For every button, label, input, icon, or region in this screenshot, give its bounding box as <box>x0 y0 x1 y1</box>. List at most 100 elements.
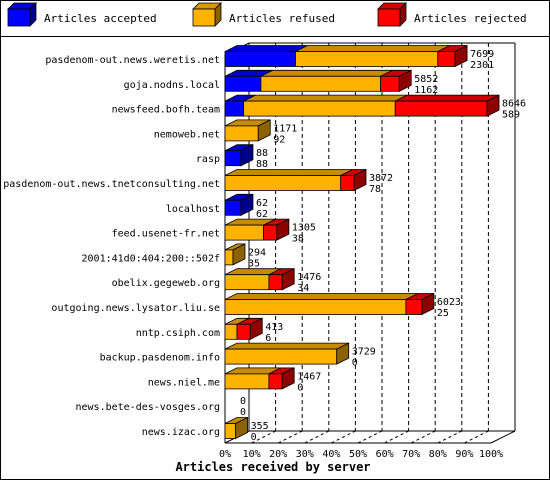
value-label-bottom-news-bete-des-vosges-org: 0 <box>240 407 246 418</box>
bar-pasdenom-out-news-weretis-net-rejected-side <box>454 44 468 68</box>
value-label-bottom-2001-41d0-404-200-502f: 35 <box>248 258 260 269</box>
y-tick-label-rasp: rasp <box>196 154 220 165</box>
x-tick-diagonal-10 <box>251 430 276 444</box>
y-tick-label-obelix-gegeweb-org: obelix.gegeweb.org <box>112 278 220 289</box>
value-label-top-rasp: 88 <box>256 148 268 159</box>
bar-newsfeed-bofh-team-rejected-side <box>486 94 500 117</box>
bar-nntp-csiph-com-rejected <box>236 323 251 340</box>
value-label-top-backup-pasdenom-info: 3729 <box>352 347 376 358</box>
legend-swatch-refused <box>192 8 216 27</box>
x-tick-diagonal-80 <box>437 430 463 444</box>
value-label-bottom-outgoing-news-lysator-liu-se: 25 <box>437 308 449 319</box>
bar-goja-nodns-local-rejected-side <box>398 69 412 92</box>
bar-nemoweb-net-refused <box>224 125 259 142</box>
y-tick-label-pasdenom-out-news-weretis-net: pasdenom-out.news.weretis.net <box>45 55 220 66</box>
bar-outgoing-news-lysator-liu-se-rejected-side <box>421 292 435 316</box>
bar-backup-pasdenom-info-refused <box>224 348 338 365</box>
x-tick-label-70: 70% <box>402 449 420 460</box>
value-label-top-outgoing-news-lysator-liu-se: 6023 <box>437 297 461 308</box>
bar-obelix-gegeweb-org-rejected <box>268 274 283 291</box>
x-tick-label-40: 40% <box>322 449 340 460</box>
x-tick-label-80: 80% <box>429 449 447 460</box>
bar-rasp-accepted-side <box>240 144 254 167</box>
bar-pasdenom-out-news-weretis-net-refused-top <box>295 45 450 52</box>
bar-news-izac-org-refused <box>224 423 237 439</box>
bar-news-niel-me-rejected <box>268 373 283 390</box>
bar-newsfeed-bofh-team-rejected <box>394 100 488 117</box>
y-tick-label-localhost: localhost <box>166 204 220 215</box>
value-label-top-pasdenom-out-news-tnetconsulting-net: 3872 <box>369 173 393 184</box>
bar-backup-pasdenom-info-refused-side <box>336 342 350 365</box>
bar-pasdenom-out-news-tnetconsulting-net-refused-top <box>224 169 353 176</box>
x-tick-label-0: 0% <box>219 449 231 460</box>
bar-outgoing-news-lysator-liu-se-rejected <box>405 299 423 315</box>
value-label-bottom-pasdenom-out-news-weretis-net: 2301 <box>470 60 494 71</box>
value-label-top-nemoweb-net: 1171 <box>273 123 297 134</box>
bar-goja-nodns-local-refused-top <box>260 69 393 77</box>
y-tick-label-pasdenom-out-news-tnetconsulting-net: pasdenom-out.news.tnetconsulting.net <box>3 179 220 190</box>
bar-pasdenom-out-news-weretis-net-rejected <box>437 51 456 67</box>
bar-newsfeed-bofh-team-refused <box>243 100 396 117</box>
bar-goja-nodns-local-accepted <box>224 75 262 92</box>
y-tick-label-nntp-csiph-com: nntp.csiph.com <box>136 328 220 339</box>
x-tick-label-30: 30% <box>296 449 314 460</box>
bar-pasdenom-out-news-tnetconsulting-net-refused <box>224 175 342 191</box>
y-tick-label-2001-41d0-404-200-502f: 2001:41d0:404:200::502f <box>82 253 220 264</box>
legend: Articles accepted Articles refused Article… <box>7 2 527 27</box>
x-tick-diagonal-90 <box>464 430 489 444</box>
bar-pasdenom-out-news-weretis-net-accepted <box>224 51 296 67</box>
legend-label-accepted: Articles accepted <box>44 12 157 25</box>
bar-feed-usenet-fr-net-rejected <box>263 224 278 241</box>
value-label-bottom-nemoweb-net: 92 <box>273 134 285 145</box>
y-tick-label-feed-usenet-fr-net: feed.usenet-fr.net <box>112 229 220 240</box>
y-tick-label-news-bete-des-vosges-org: news.bete-des-vosges.org <box>76 402 221 413</box>
x-axis-label: Articles received by server <box>175 460 370 474</box>
y-tick-label-nemoweb-net: nemoweb.net <box>154 129 220 140</box>
bar-newsfeed-bofh-team-accepted <box>224 100 245 117</box>
value-label-bottom-backup-pasdenom-info: 0 <box>352 358 358 369</box>
x-tick-diagonal-30 <box>304 430 330 444</box>
x-tick-label-90: 90% <box>455 449 473 460</box>
x-axis-right-diagonal <box>490 430 516 444</box>
value-label-top-2001-41d0-404-200-502f: 294 <box>248 247 266 258</box>
x-tick-diagonal-60 <box>384 430 409 444</box>
bar-goja-nodns-local-refused <box>260 75 382 92</box>
value-label-bottom-rasp: 88 <box>256 159 268 170</box>
x-tick-diagonal-70 <box>410 430 436 444</box>
bar-feed-usenet-fr-net-rejected-side <box>276 218 290 241</box>
value-label-top-news-niel-me: 1467 <box>297 371 321 382</box>
bar-obelix-gegeweb-org-rejected-side <box>281 268 295 291</box>
legend-label-rejected: Articles rejected <box>414 12 527 25</box>
y-tick-label-news-niel-me: news.niel.me <box>148 377 220 388</box>
bar-backup-pasdenom-info-refused-top <box>224 342 349 350</box>
bar-pasdenom-out-news-tnetconsulting-net-rejected-side <box>353 168 367 192</box>
value-label-bottom-newsfeed-bofh-team: 589 <box>502 110 520 121</box>
bar-nemoweb-net-refused-side <box>257 119 271 142</box>
value-label-bottom-nntp-csiph-com: 6 <box>265 333 271 344</box>
x-tick-label-10: 10% <box>243 449 261 460</box>
value-label-bottom-pasdenom-out-news-tnetconsulting-net: 78 <box>369 184 381 195</box>
x-tick-diagonal-20 <box>277 430 303 444</box>
bar-nntp-csiph-com-rejected-side <box>249 317 263 340</box>
value-label-bottom-news-niel-me: 0 <box>297 382 303 393</box>
value-label-bottom-obelix-gegeweb-org: 34 <box>297 283 309 294</box>
bar-newsfeed-bofh-team-rejected-top <box>395 94 500 102</box>
value-label-bottom-localhost: 62 <box>256 209 268 220</box>
value-label-top-obelix-gegeweb-org: 1476 <box>297 272 321 283</box>
value-label-top-localhost: 62 <box>256 198 268 209</box>
value-label-top-pasdenom-out-news-weretis-net: 7699 <box>470 49 494 60</box>
value-label-top-goja-nodns-local: 5852 <box>414 74 438 85</box>
y-tick-label-outgoing-news-lysator-liu-se: outgoing.news.lysator.liu.se <box>51 303 220 314</box>
bar-pasdenom-out-news-tnetconsulting-net-rejected <box>340 175 355 191</box>
bar-localhost-accepted <box>224 199 242 216</box>
bar-outgoing-news-lysator-liu-se-refused <box>224 299 407 315</box>
bar-news-niel-me-rejected-side <box>281 367 295 390</box>
bar-news-niel-me-refused <box>224 373 270 390</box>
value-label-top-news-izac-org: 355 <box>251 421 269 432</box>
bar-pasdenom-out-news-weretis-net-refused <box>295 51 439 67</box>
legend-swatch-accepted <box>7 8 31 27</box>
value-label-bottom-news-izac-org: 0 <box>251 432 257 443</box>
bar-nntp-csiph-com-refused <box>224 323 238 340</box>
